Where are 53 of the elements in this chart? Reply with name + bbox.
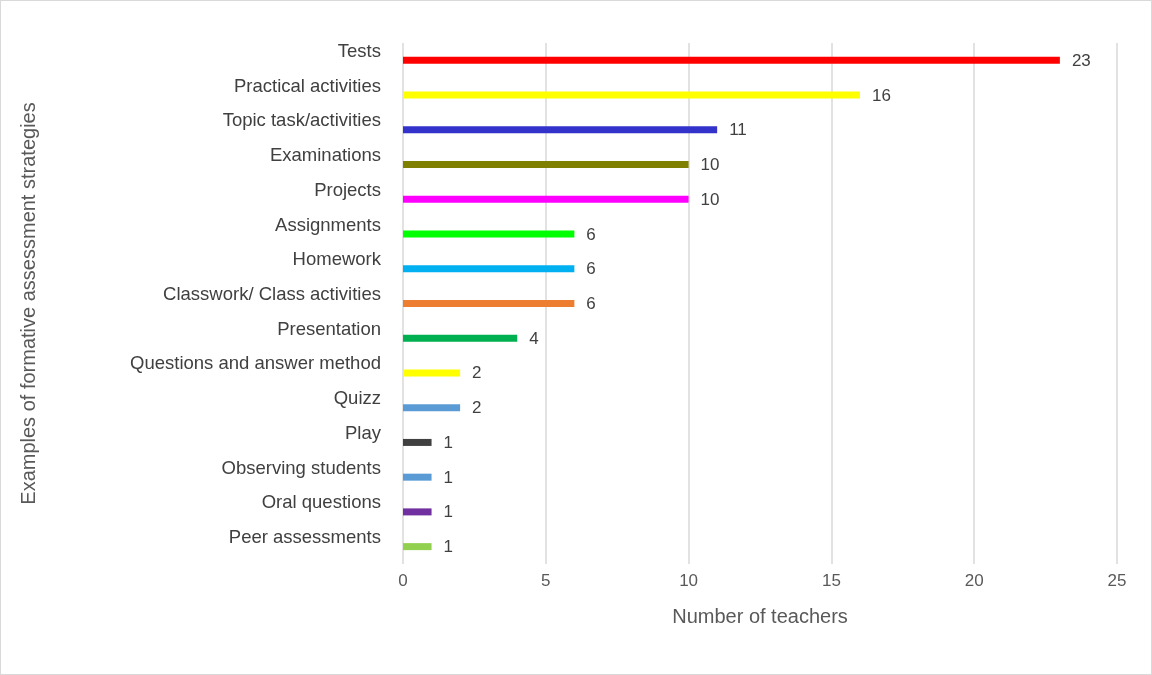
y-tick-label: Oral questions <box>261 491 381 513</box>
y-tick-label: Quizz <box>333 387 381 409</box>
x-tick-label: 0 <box>398 571 408 590</box>
x-tick-label: 25 <box>1107 571 1127 590</box>
data-label: 6 <box>586 294 596 313</box>
data-label: 4 <box>529 328 539 348</box>
bar <box>403 543 432 551</box>
data-label: 1 <box>443 537 454 557</box>
data-label: 1 <box>443 432 454 452</box>
bar <box>403 473 432 481</box>
y-tick-label: Topic task/activities <box>222 109 381 131</box>
x-tick-label: 20 <box>964 571 984 590</box>
y-tick-label: Presentation <box>277 317 381 339</box>
y-tick-label: Observing students <box>221 456 381 478</box>
y-axis-title: Examples of formative assessment strategies <box>17 102 39 505</box>
data-label: 6 <box>586 259 596 279</box>
x-tick-label: 5 <box>541 571 551 590</box>
bar <box>403 126 718 134</box>
bar <box>403 508 432 516</box>
x-axis-title: Number of teachers <box>672 605 848 627</box>
y-tick-label: Classwork/ Class activities <box>163 283 381 304</box>
bar <box>403 438 432 446</box>
bar <box>403 265 575 273</box>
bar <box>403 369 461 377</box>
data-label: 10 <box>700 155 720 175</box>
data-label: 2 <box>472 363 482 383</box>
bar <box>403 161 689 169</box>
data-label: 6 <box>586 224 596 244</box>
bar <box>403 334 518 342</box>
x-tick-label: 15 <box>821 571 841 590</box>
bar <box>403 230 575 238</box>
data-label: 10 <box>700 189 720 209</box>
bar <box>403 56 1060 64</box>
data-label: 11 <box>729 120 747 140</box>
y-tick-label: Peer assessments <box>228 526 381 548</box>
data-label: 1 <box>443 502 454 522</box>
data-label: 1 <box>443 467 454 487</box>
y-tick-label: Projects <box>314 178 381 200</box>
y-tick-label: Questions and answer method <box>130 352 381 374</box>
bar <box>403 300 575 307</box>
data-label: 2 <box>472 398 482 418</box>
data-label: 23 <box>1071 50 1091 70</box>
data-label: 16 <box>871 85 891 105</box>
y-tick-label: Homework <box>292 248 382 270</box>
y-tick-label: Assignments <box>275 213 381 235</box>
y-tick-label: Play <box>345 421 382 443</box>
x-tick-label: 10 <box>679 571 699 590</box>
y-tick-label: Tests <box>337 39 381 61</box>
bar <box>403 91 860 99</box>
bar <box>403 195 689 203</box>
y-tick-label: Practical activities <box>233 74 381 96</box>
bar <box>403 404 461 412</box>
y-tick-label: Examinations <box>269 144 381 166</box>
